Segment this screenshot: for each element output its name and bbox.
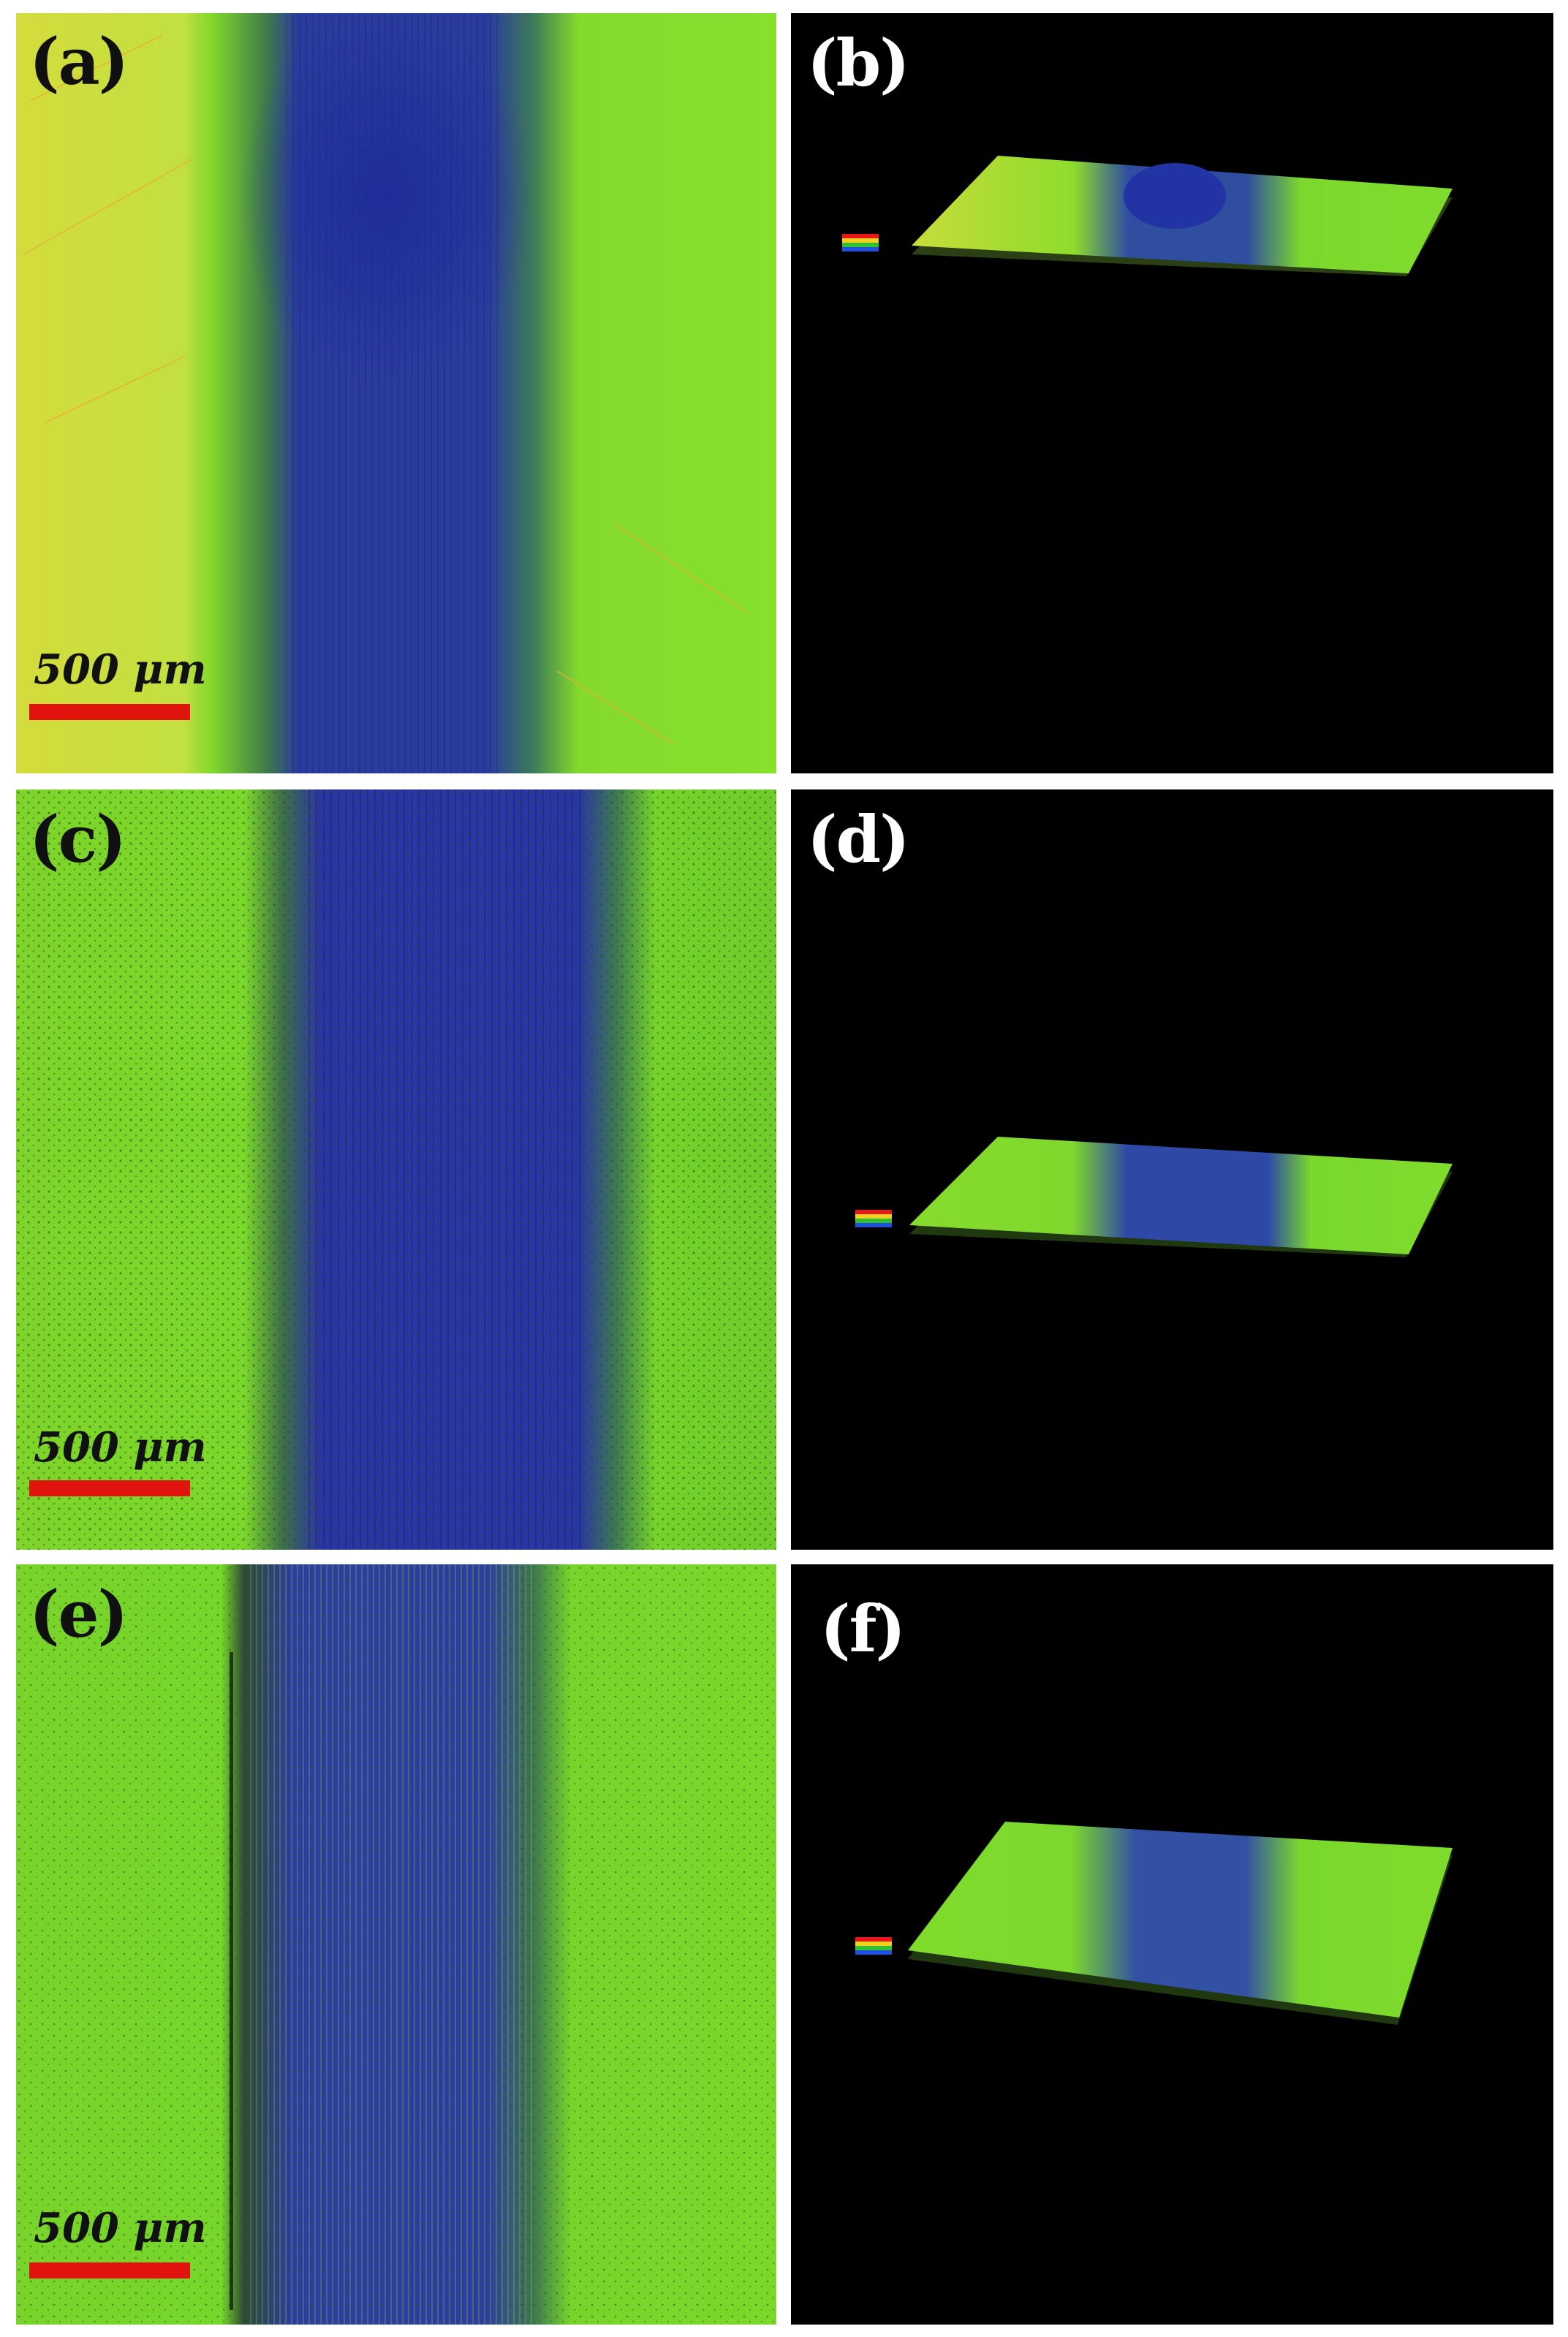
panel-e-scale-text: 500 μm <box>34 2204 207 2252</box>
panel-a-scale-text: 500 μm <box>34 645 207 694</box>
panel-c-label: (c) <box>29 801 126 877</box>
panel-a-2d-map: (a) 500 μm <box>16 13 776 773</box>
panel-c-2d-map: (c) 500 μm <box>16 789 776 1550</box>
panel-f-3d-view: (f) <box>791 1564 1553 2325</box>
panel-b-3d-view: (b) <box>791 13 1553 773</box>
panel-e-2d-map: (e) 500 μm <box>16 1564 776 2325</box>
panel-f-label: (f) <box>820 1591 906 1667</box>
panel-a-label: (a) <box>29 23 129 99</box>
panel-c-scale-bar <box>29 1480 190 1496</box>
panel-a-scale-bar <box>29 704 190 720</box>
panel-d-3d-view: (d) <box>791 789 1553 1550</box>
panel-d-label: (d) <box>807 801 910 877</box>
panel-b-label: (b) <box>807 25 910 101</box>
panel-c-scale-text: 500 μm <box>34 1423 207 1471</box>
panel-e-label: (e) <box>29 1576 128 1652</box>
panel-e-scale-bar <box>29 2262 190 2279</box>
